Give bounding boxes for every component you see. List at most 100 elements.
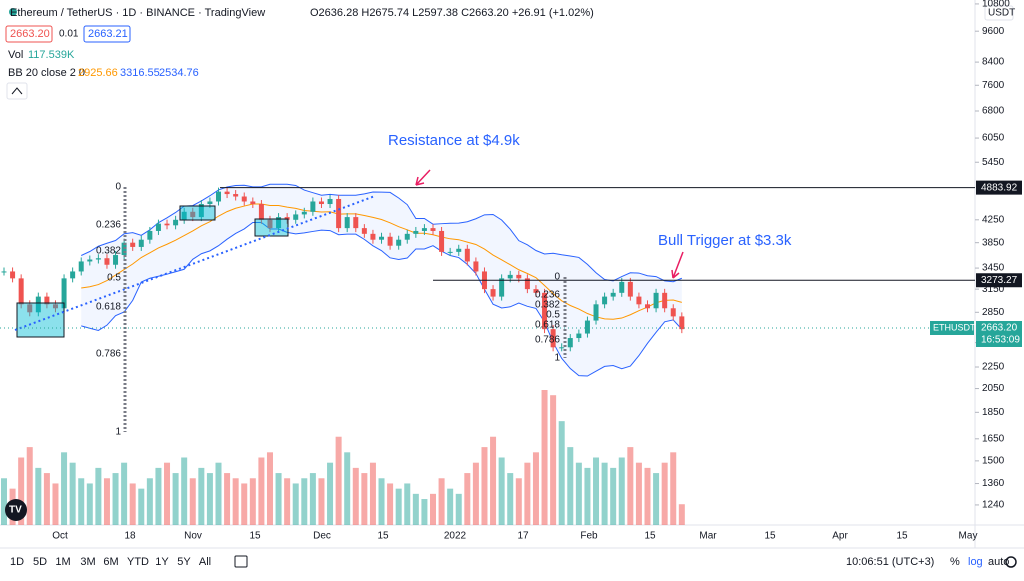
candle — [662, 292, 668, 309]
candle — [542, 292, 548, 330]
range-button[interactable]: All — [199, 556, 211, 568]
currency-button[interactable] — [984, 5, 1014, 21]
volume-bar — [301, 478, 308, 525]
candle — [327, 198, 333, 205]
bb-upper: 3316.55 — [120, 67, 160, 79]
y-tick-label: 3450 — [982, 263, 1005, 274]
volume-bar — [249, 478, 256, 525]
candle — [524, 278, 530, 290]
arrow — [415, 169, 431, 186]
y-tick-label: 1650 — [982, 433, 1005, 444]
range-button[interactable]: YTD — [127, 556, 149, 568]
volume-bar — [361, 473, 368, 525]
volume-bar — [309, 473, 316, 525]
volume-bar — [335, 436, 342, 525]
volume-bar — [43, 473, 50, 525]
candle — [216, 191, 221, 202]
calendar-icon[interactable] — [234, 555, 248, 568]
volume-bar — [593, 457, 600, 525]
candle — [310, 201, 316, 212]
volume-bar — [86, 483, 93, 525]
candle — [301, 211, 307, 215]
candle — [670, 308, 676, 317]
candle — [610, 292, 616, 297]
volume-bar — [644, 467, 651, 525]
candle — [224, 191, 230, 195]
volume-bar — [378, 478, 385, 525]
candle — [636, 296, 642, 305]
price-tag — [976, 180, 1022, 195]
volume-bar — [404, 483, 411, 525]
volume-bar — [61, 452, 68, 525]
option[interactable]: % — [950, 556, 960, 568]
annotation: Bull Trigger at $3.3k — [658, 232, 792, 249]
x-tick-label: May — [959, 531, 978, 542]
volume-bar — [95, 467, 102, 525]
y-tick-label: 1500 — [982, 456, 1005, 467]
candle — [593, 304, 599, 321]
range-button[interactable]: 1M — [55, 556, 70, 568]
candle — [1, 271, 7, 273]
price-tag — [976, 320, 1022, 347]
currency[interactable]: USDT — [988, 8, 1015, 19]
candle — [190, 211, 196, 218]
candle — [267, 219, 273, 229]
y-tick-label: 2050 — [982, 383, 1005, 394]
bid-box[interactable] — [5, 25, 53, 43]
volume-bar — [498, 457, 505, 525]
y-tick-label: 1360 — [982, 478, 1005, 489]
price-tag — [976, 273, 1022, 288]
range-button[interactable]: 5D — [33, 556, 47, 568]
volume-bar — [266, 452, 273, 525]
status-dot — [9, 8, 17, 16]
volume-bar — [653, 473, 660, 525]
volume-bar — [1, 478, 7, 525]
volume-bar — [344, 452, 351, 525]
y-tick-label: 9600 — [982, 26, 1005, 37]
bb-label: BB 20 close 2 0 — [8, 67, 85, 79]
y-tick-label: 7600 — [982, 80, 1005, 91]
range-button[interactable]: 3M — [80, 556, 95, 568]
collapse-button[interactable] — [6, 82, 28, 100]
range-button[interactable]: 5Y — [177, 556, 191, 568]
candle — [241, 196, 247, 202]
symbol-tag-label: ETHUSDT — [933, 322, 976, 332]
fib-level: 0 — [554, 272, 560, 283]
box — [254, 218, 289, 237]
arrow — [671, 251, 684, 279]
ask[interactable]: 2663.21 — [88, 28, 128, 40]
bid[interactable]: 2663.20 — [10, 28, 50, 40]
option[interactable]: log — [968, 556, 983, 568]
y-tick-label: 10800 — [982, 0, 1010, 10]
bb-fill — [81, 184, 682, 377]
candle — [353, 217, 359, 229]
candle — [421, 228, 427, 231]
candle — [679, 316, 685, 330]
volume-bar — [241, 483, 248, 525]
volume-value: 117.539K — [28, 49, 75, 61]
clock: 10:06:51 (UTC+3) — [846, 556, 934, 568]
volume-bar — [258, 457, 265, 525]
volume-bar — [490, 436, 497, 525]
option[interactable]: auto — [988, 556, 1009, 568]
candle — [516, 274, 522, 279]
volume-bar — [198, 467, 205, 525]
candle — [361, 228, 367, 234]
candle — [181, 211, 187, 220]
ask-box[interactable] — [83, 25, 131, 43]
settings-icon[interactable] — [1005, 556, 1017, 568]
logo — [5, 499, 27, 521]
candle — [130, 242, 136, 247]
candle — [619, 281, 625, 293]
range-button[interactable]: 1Y — [155, 556, 169, 568]
x-tick-label: Oct — [52, 531, 68, 542]
volume-bar — [129, 483, 136, 525]
range-button[interactable]: 1D — [10, 556, 24, 568]
candle — [18, 278, 24, 305]
fib-level: 1 — [115, 427, 121, 438]
x-tick-label: Mar — [699, 531, 717, 542]
volume-bar — [575, 462, 582, 525]
y-tick-label: 2250 — [982, 362, 1005, 373]
range-button[interactable]: 6M — [103, 556, 118, 568]
